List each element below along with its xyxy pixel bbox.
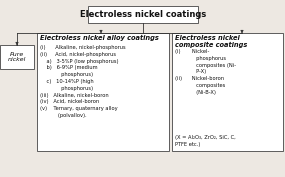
Text: (i)      Alkaline, nickel-phosphorus
(ii)     Acid, nickel-phosphorus
    a)   3: (i) Alkaline, nickel-phosphorus (ii) Aci… [40, 45, 126, 118]
Text: (X = Al₂O₃, ZrO₂, SiC, C,
PTFE etc.): (X = Al₂O₃, ZrO₂, SiC, C, PTFE etc.) [175, 135, 236, 147]
FancyBboxPatch shape [172, 33, 283, 151]
Text: Electroless nickel coatings: Electroless nickel coatings [80, 10, 206, 19]
Text: Electroless nickel
composite coatings: Electroless nickel composite coatings [175, 35, 247, 48]
FancyBboxPatch shape [88, 6, 198, 23]
FancyBboxPatch shape [37, 33, 169, 151]
Text: Electroless nickel alloy coatings: Electroless nickel alloy coatings [40, 35, 159, 41]
Text: Pure
nickel: Pure nickel [8, 52, 26, 62]
Text: (i)       Nickel-
             phosphorus
             composites (Ni-
         : (i) Nickel- phosphorus composites (Ni- [175, 49, 236, 95]
FancyBboxPatch shape [0, 45, 34, 69]
